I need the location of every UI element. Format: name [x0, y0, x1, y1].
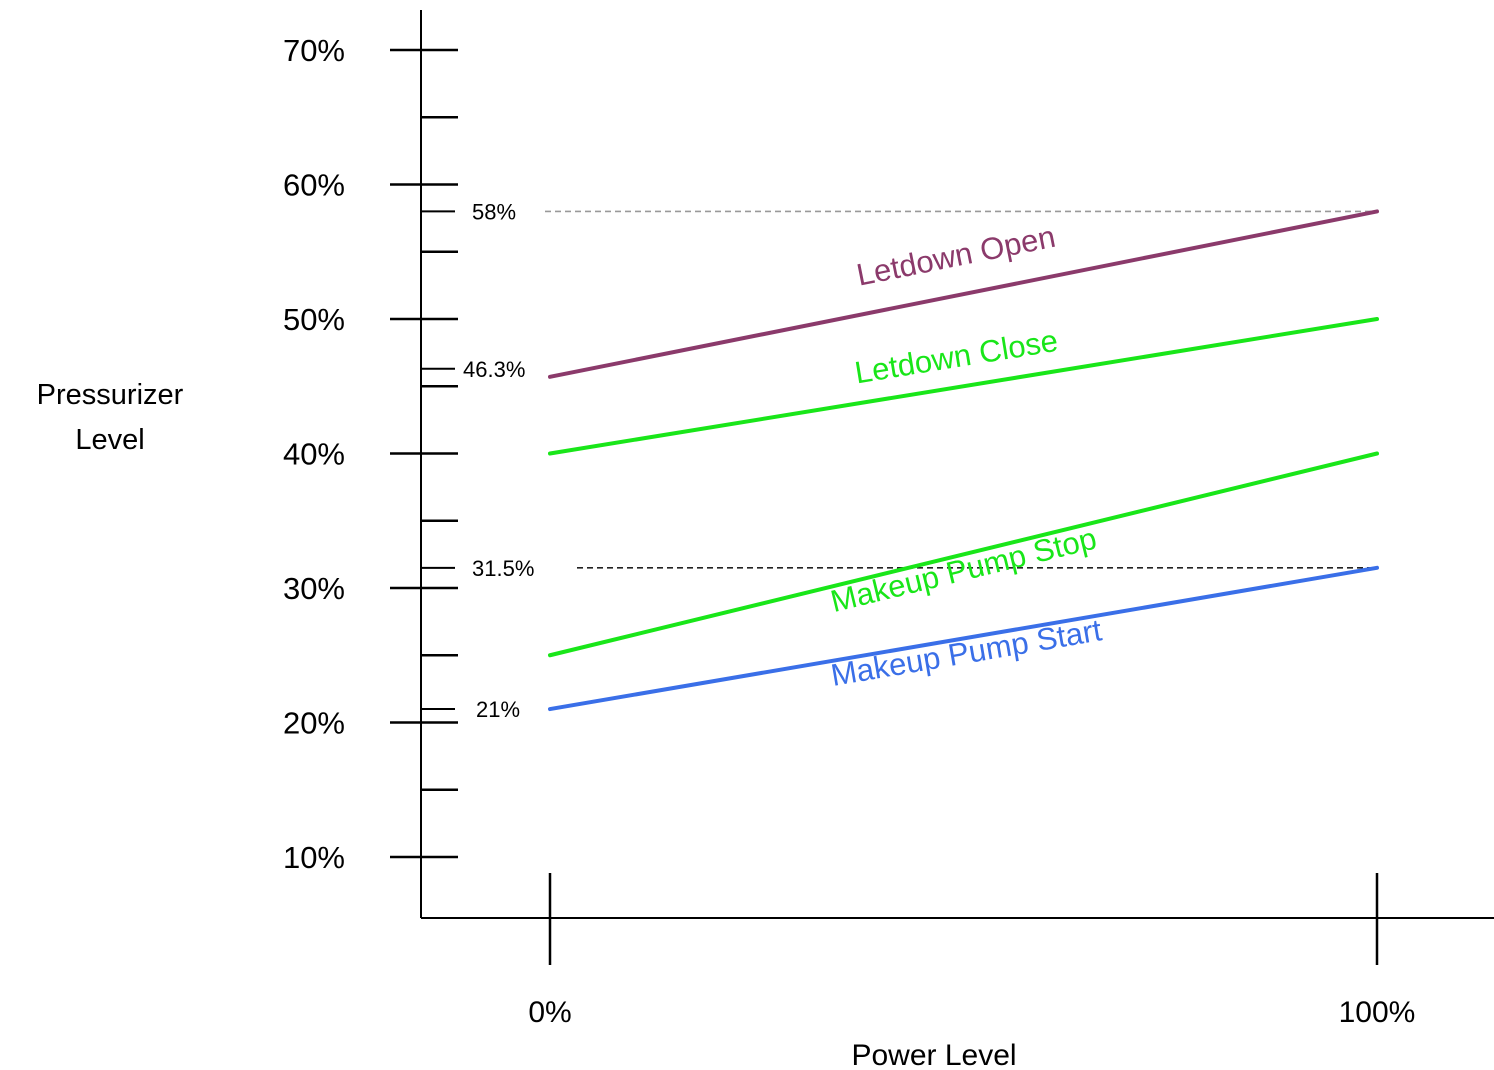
- y-tick-label: 40%: [283, 437, 345, 472]
- y-tick-label: 70%: [283, 33, 345, 68]
- x-axis-label: Power Level: [851, 1039, 1016, 1070]
- series-line: [548, 451, 1379, 658]
- y-axis-label-line-1: Pressurizer: [37, 379, 184, 411]
- value-mark-label: 46.3%: [463, 357, 525, 382]
- value-mark-label: 58%: [472, 199, 516, 224]
- value-marks: 58% 46.3% 31.5% 21%: [421, 199, 534, 722]
- x-tick-label: 0%: [528, 996, 571, 1029]
- series-line: [548, 565, 1379, 712]
- y-tick-label: 50%: [283, 302, 345, 337]
- y-tick-label: 10%: [283, 840, 345, 875]
- y-tick-label: 60%: [283, 168, 345, 203]
- reference-lines: [545, 210, 1377, 569]
- y-tick-label: 20%: [283, 706, 345, 741]
- value-mark-label: 21%: [476, 697, 520, 722]
- value-mark-label: 31.5%: [472, 556, 534, 581]
- series-label: Letdown Close: [852, 323, 1060, 390]
- y-ticks: 10% 20% 30% 40% 50% 60% 70%: [283, 33, 458, 875]
- series-line: [548, 209, 1379, 379]
- x-ticks: 0% 100%: [528, 873, 1415, 1029]
- y-axis-label-line-2: Level: [75, 424, 144, 456]
- series-label: Makeup Pump Start: [828, 612, 1104, 693]
- axes: [420, 10, 1494, 919]
- y-tick-label: 30%: [283, 571, 345, 606]
- series-label: Makeup Pump Stop: [827, 521, 1100, 620]
- x-tick-label: 100%: [1339, 996, 1416, 1029]
- series-lines: [548, 209, 1379, 712]
- series-line: [548, 317, 1379, 456]
